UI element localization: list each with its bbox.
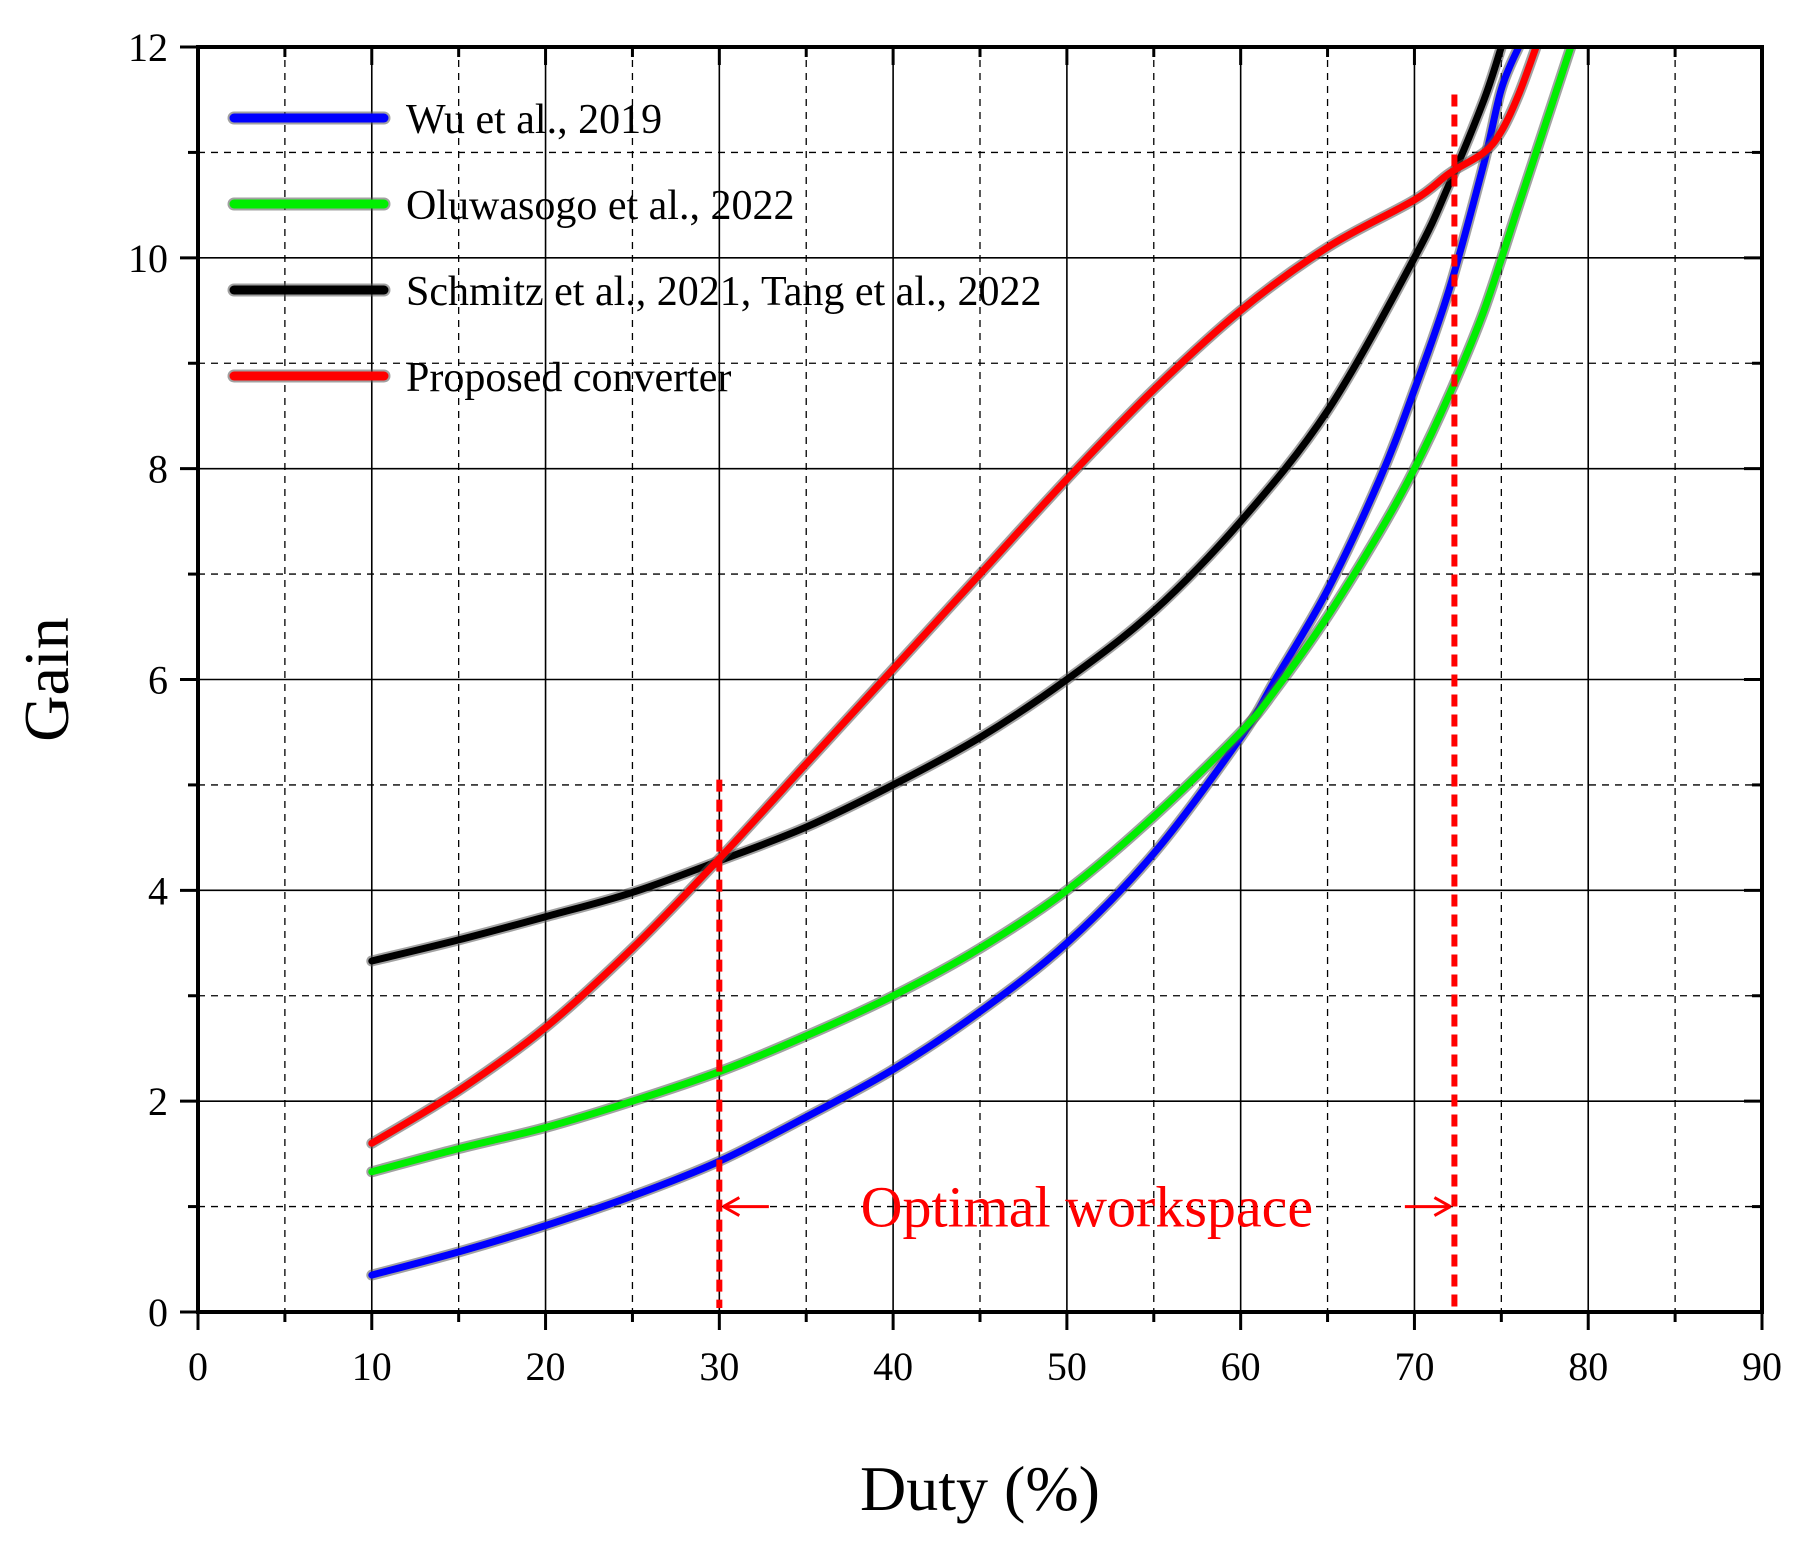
- legend-entry-schmitz-et-al-2021-tang-et-al-2022: Schmitz et al., 2021, Tang et al., 2022: [227, 269, 1042, 315]
- plot-frame: [196, 45, 1764, 1314]
- y-tick-label: 12: [128, 25, 168, 70]
- y-axis-title: Gain: [11, 617, 82, 741]
- axis-layer: 0 10 20 30 40 50 60 70 80 90 0 2 4 6 8 10 12: [128, 25, 1782, 1389]
- series-wu-et-al-2019: [366, 47, 1525, 1281]
- y-tick-label: 2: [148, 1079, 168, 1124]
- series-line: [368, 47, 1540, 1147]
- series-layer: [366, 47, 1577, 1281]
- series-oluwasogo-et-al-2022: [366, 47, 1577, 1178]
- legend-label: Oluwasogo et al., 2022: [406, 183, 794, 229]
- y-tick-label: 6: [148, 658, 168, 703]
- legend-entry-oluwasogo-et-al-2022: Oluwasogo et al., 2022: [227, 183, 794, 229]
- x-tick-label: 30: [699, 1344, 739, 1389]
- y-tick-label: 0: [148, 1290, 168, 1335]
- optimal-workspace-label: Optimal workspace: [861, 1175, 1314, 1240]
- annotation-layer: Optimal workspace: [716, 94, 1458, 1308]
- y-tick-label: 8: [148, 447, 168, 492]
- series-schmitz-et-al-2021-tang-et-al-2022: [366, 47, 1507, 967]
- y-tick-label: 4: [148, 868, 168, 913]
- y-tick-label: 10: [128, 236, 168, 281]
- x-tick-label: 0: [188, 1344, 208, 1389]
- series-proposed-converter: [366, 47, 1542, 1149]
- x-tick-label: 60: [1221, 1344, 1261, 1389]
- legend-label: Proposed converter: [406, 355, 731, 401]
- grid-layer: [198, 47, 1762, 1312]
- legend: Wu et al., 2019 Oluwasogo et al., 2022 Sch…: [227, 97, 1042, 401]
- legend-label: Wu et al., 2019: [406, 97, 662, 143]
- x-axis-title: Duty (%): [860, 1453, 1100, 1524]
- x-tick-label: 90: [1742, 1344, 1782, 1389]
- x-tick-label: 70: [1394, 1344, 1434, 1389]
- series-line: [368, 47, 1505, 965]
- x-tick-label: 50: [1047, 1344, 1087, 1389]
- legend-entry-wu-et-al-2019: Wu et al., 2019: [227, 97, 662, 143]
- series-line: [368, 47, 1523, 1279]
- x-tick-label: 40: [873, 1344, 913, 1389]
- legend-label: Schmitz et al., 2021, Tang et al., 2022: [406, 269, 1042, 315]
- x-tick-label: 20: [526, 1344, 566, 1389]
- workspace-arrowhead-left: [722, 1196, 741, 1217]
- x-tick-label: 10: [352, 1344, 392, 1389]
- series-line: [368, 47, 1575, 1176]
- workspace-arrowhead-right: [1433, 1196, 1452, 1217]
- legend-entry-proposed-converter: Proposed converter: [227, 355, 731, 401]
- x-tick-label: 80: [1568, 1344, 1608, 1389]
